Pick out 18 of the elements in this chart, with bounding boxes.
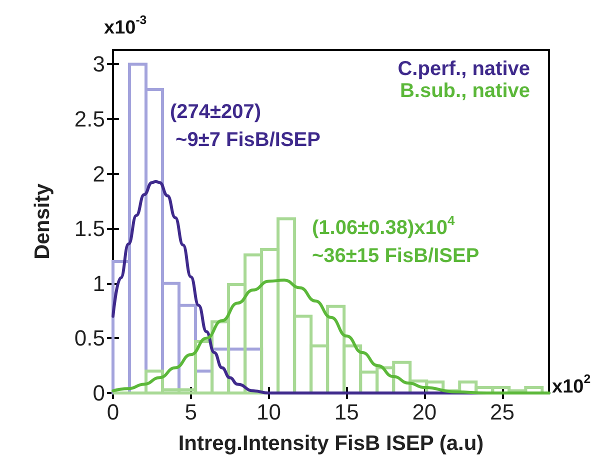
x-tick-label: 10 <box>256 400 281 424</box>
x-tick-label: 20 <box>412 400 437 424</box>
y-axis-title: Density <box>31 183 54 260</box>
x-tick-label: 5 <box>184 400 197 424</box>
y-tick-label: 2 <box>92 161 105 186</box>
x-axis-title: Intreg.Intensity FisB ISEP (a.u) <box>178 432 484 455</box>
x-tick-label: 25 <box>490 400 515 424</box>
annotation: (274±207) ~9±7 FisB/ISEP <box>170 101 320 151</box>
line-series <box>112 278 550 394</box>
text: C.perf., native <box>398 58 530 80</box>
y-tick-label: 0 <box>92 380 105 406</box>
y-tick-label: 0.5 <box>74 326 105 351</box>
y-tick-label: 1.5 <box>74 216 105 242</box>
y-tick-label: 1 <box>92 270 105 296</box>
y-tick-label: 3 <box>92 52 105 77</box>
x-tick-label: 15 <box>334 400 359 424</box>
y-tick-label: 2.5 <box>74 106 105 132</box>
text: B.sub., native <box>400 80 530 102</box>
